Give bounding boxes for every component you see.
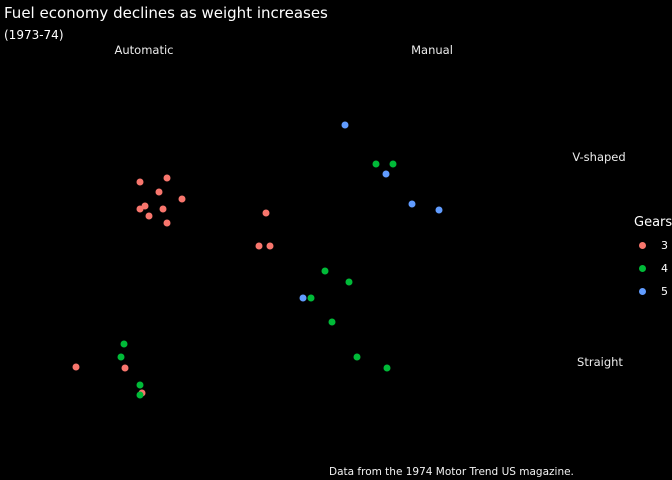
data-point-gear-3 xyxy=(136,205,144,213)
data-point-gear-5 xyxy=(382,170,390,178)
data-point-gear-3 xyxy=(155,188,163,196)
data-point-gear-3 xyxy=(72,363,80,371)
legend-item-gear-4: 4 xyxy=(639,262,668,275)
legend-dot-gear-5-icon xyxy=(639,288,646,295)
facet-row-label-v-shaped: V-shaped xyxy=(572,150,626,164)
data-point-gear-3 xyxy=(163,174,171,182)
data-point-gear-3 xyxy=(141,202,149,210)
data-point-gear-4 xyxy=(136,391,144,399)
chart-subtitle: (1973-74) xyxy=(4,28,64,42)
data-point-gear-4 xyxy=(389,160,397,168)
data-point-gear-3 xyxy=(136,178,144,186)
data-point-gear-4 xyxy=(383,364,391,371)
data-point-gear-4 xyxy=(372,160,380,168)
data-point-gear-3 xyxy=(159,205,166,213)
data-point-gear-3 xyxy=(163,219,170,227)
data-point-gear-4 xyxy=(328,318,335,326)
data-point-gear-3 xyxy=(178,195,186,203)
data-point-gear-5 xyxy=(435,206,443,214)
data-point-gear-4 xyxy=(321,267,329,275)
legend-title: Gears xyxy=(634,215,672,230)
facet-column-label-automatic: Automatic xyxy=(114,43,174,57)
data-point-gear-4 xyxy=(353,353,360,361)
legend-label-gear-5: 5 xyxy=(661,285,668,298)
data-point-gear-4 xyxy=(345,278,353,286)
data-point-gear-4 xyxy=(307,294,314,302)
facet-column-label-manual: Manual xyxy=(411,43,453,57)
data-point-gear-5 xyxy=(299,294,307,302)
legend-label-gear-4: 4 xyxy=(661,262,668,275)
data-point-gear-3 xyxy=(121,364,129,371)
data-point-gear-5 xyxy=(341,121,349,129)
legend-dot-gear-3-icon xyxy=(639,242,646,249)
data-point-gear-3 xyxy=(255,242,263,250)
data-point-gear-3 xyxy=(145,212,153,220)
legend-dot-gear-4-icon xyxy=(639,265,646,272)
chart-title: Fuel economy declines as weight increase… xyxy=(4,4,328,22)
data-point-gear-4 xyxy=(136,381,144,388)
data-point-gear-4 xyxy=(120,340,128,348)
data-point-gear-5 xyxy=(408,200,416,208)
data-point-gear-3 xyxy=(266,242,274,250)
legend-item-gear-3: 3 xyxy=(639,239,668,252)
data-point-gear-3 xyxy=(262,209,270,216)
data-point-gear-4 xyxy=(117,353,125,361)
legend-label-gear-3: 3 xyxy=(661,239,668,252)
chart-caption: Data from the 1974 Motor Trend US magazi… xyxy=(329,466,574,478)
legend-item-gear-5: 5 xyxy=(639,285,668,298)
facet-row-label-straight: Straight xyxy=(577,355,623,369)
